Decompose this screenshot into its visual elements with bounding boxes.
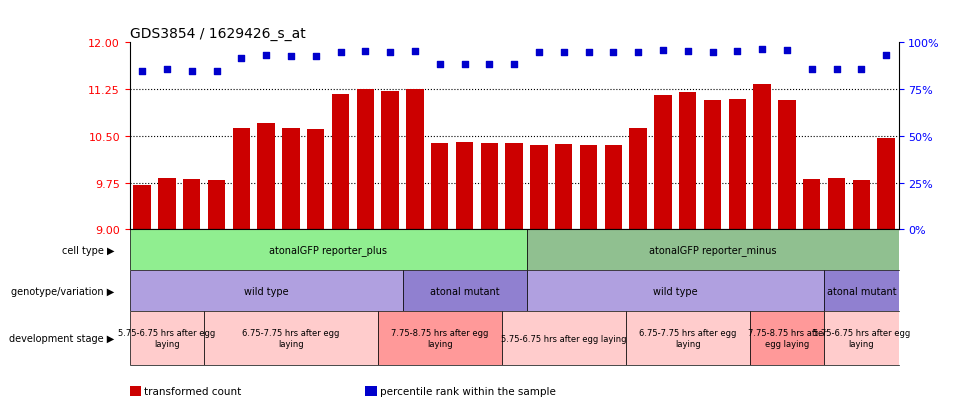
Bar xyxy=(629,129,647,230)
Point xyxy=(259,52,274,59)
Bar xyxy=(183,180,201,230)
Text: 6.75-7.75 hrs after egg
laying: 6.75-7.75 hrs after egg laying xyxy=(242,329,339,348)
Bar xyxy=(877,138,895,230)
Point xyxy=(729,48,745,55)
Point xyxy=(853,66,869,73)
Bar xyxy=(825,311,899,366)
Bar xyxy=(332,95,349,230)
Bar xyxy=(527,271,825,311)
Point xyxy=(531,50,547,56)
Point xyxy=(407,48,423,55)
Text: atonalGFP reporter_minus: atonalGFP reporter_minus xyxy=(649,245,776,256)
Text: GDS3854 / 1629426_s_at: GDS3854 / 1629426_s_at xyxy=(130,27,306,41)
Point xyxy=(382,50,398,56)
Text: 6.75-7.75 hrs after egg
laying: 6.75-7.75 hrs after egg laying xyxy=(639,329,736,348)
Bar xyxy=(750,311,825,366)
Bar xyxy=(407,90,424,230)
Bar xyxy=(480,143,498,230)
Bar xyxy=(378,311,502,366)
Point xyxy=(481,62,497,69)
Text: genotype/variation ▶: genotype/variation ▶ xyxy=(12,286,114,296)
Bar xyxy=(130,311,204,366)
Bar xyxy=(130,230,527,271)
Point xyxy=(506,62,522,69)
Point xyxy=(432,62,448,69)
Bar xyxy=(505,144,523,230)
Point xyxy=(185,68,200,75)
Bar xyxy=(403,271,527,311)
Point xyxy=(878,52,894,59)
Text: 7.75-8.75 hrs after egg
laying: 7.75-8.75 hrs after egg laying xyxy=(391,329,488,348)
Point xyxy=(580,50,596,56)
Bar xyxy=(753,85,771,230)
Point xyxy=(804,66,820,73)
Bar xyxy=(679,93,697,230)
Bar xyxy=(579,145,597,230)
Bar xyxy=(604,145,622,230)
Bar xyxy=(527,230,899,271)
Point xyxy=(135,68,150,75)
Bar xyxy=(778,100,796,230)
Text: 5.75-6.75 hrs after egg
laying: 5.75-6.75 hrs after egg laying xyxy=(813,329,910,348)
Text: 5.75-6.75 hrs after egg
laying: 5.75-6.75 hrs after egg laying xyxy=(118,329,215,348)
Bar xyxy=(827,179,846,230)
Bar xyxy=(555,145,573,230)
Point xyxy=(779,47,795,54)
Bar xyxy=(825,271,899,311)
Text: percentile rank within the sample: percentile rank within the sample xyxy=(380,386,555,396)
Bar xyxy=(208,181,225,230)
Point xyxy=(456,62,472,69)
Point xyxy=(308,54,324,60)
Text: development stage ▶: development stage ▶ xyxy=(9,333,114,343)
Point xyxy=(754,46,770,53)
Point xyxy=(333,50,348,56)
Bar xyxy=(626,311,750,366)
Bar xyxy=(382,92,399,230)
Text: transformed count: transformed count xyxy=(144,386,241,396)
Text: 5.75-6.75 hrs after egg laying: 5.75-6.75 hrs after egg laying xyxy=(501,334,627,343)
Text: wild type: wild type xyxy=(653,286,698,296)
Bar xyxy=(530,146,548,230)
Point xyxy=(704,50,720,56)
Bar xyxy=(456,143,473,230)
Point xyxy=(160,67,175,74)
Bar xyxy=(130,271,403,311)
Point xyxy=(655,47,671,54)
Point xyxy=(209,68,224,75)
Text: cell type ▶: cell type ▶ xyxy=(62,245,114,255)
Point xyxy=(630,50,646,56)
Bar xyxy=(654,95,672,230)
Text: wild type: wild type xyxy=(244,286,288,296)
Text: 7.75-8.75 hrs after
egg laying: 7.75-8.75 hrs after egg laying xyxy=(748,329,826,348)
Bar xyxy=(159,179,176,230)
Bar xyxy=(357,90,374,230)
Point xyxy=(357,48,373,55)
Bar xyxy=(431,144,449,230)
Point xyxy=(605,50,621,56)
Bar xyxy=(283,129,300,230)
Bar xyxy=(703,100,721,230)
Bar xyxy=(233,129,250,230)
Point xyxy=(283,54,299,60)
Bar xyxy=(728,99,746,230)
Point xyxy=(680,48,696,55)
Bar xyxy=(502,311,626,366)
Bar xyxy=(134,186,151,230)
Text: atonalGFP reporter_plus: atonalGFP reporter_plus xyxy=(269,245,387,256)
Bar xyxy=(803,180,821,230)
Bar xyxy=(308,130,325,230)
Text: atonal mutant: atonal mutant xyxy=(430,286,500,296)
Point xyxy=(234,56,249,62)
Bar xyxy=(258,123,275,230)
Text: atonal mutant: atonal mutant xyxy=(826,286,897,296)
Point xyxy=(828,66,844,73)
Bar xyxy=(204,311,378,366)
Bar xyxy=(852,180,870,230)
Point xyxy=(556,50,572,56)
